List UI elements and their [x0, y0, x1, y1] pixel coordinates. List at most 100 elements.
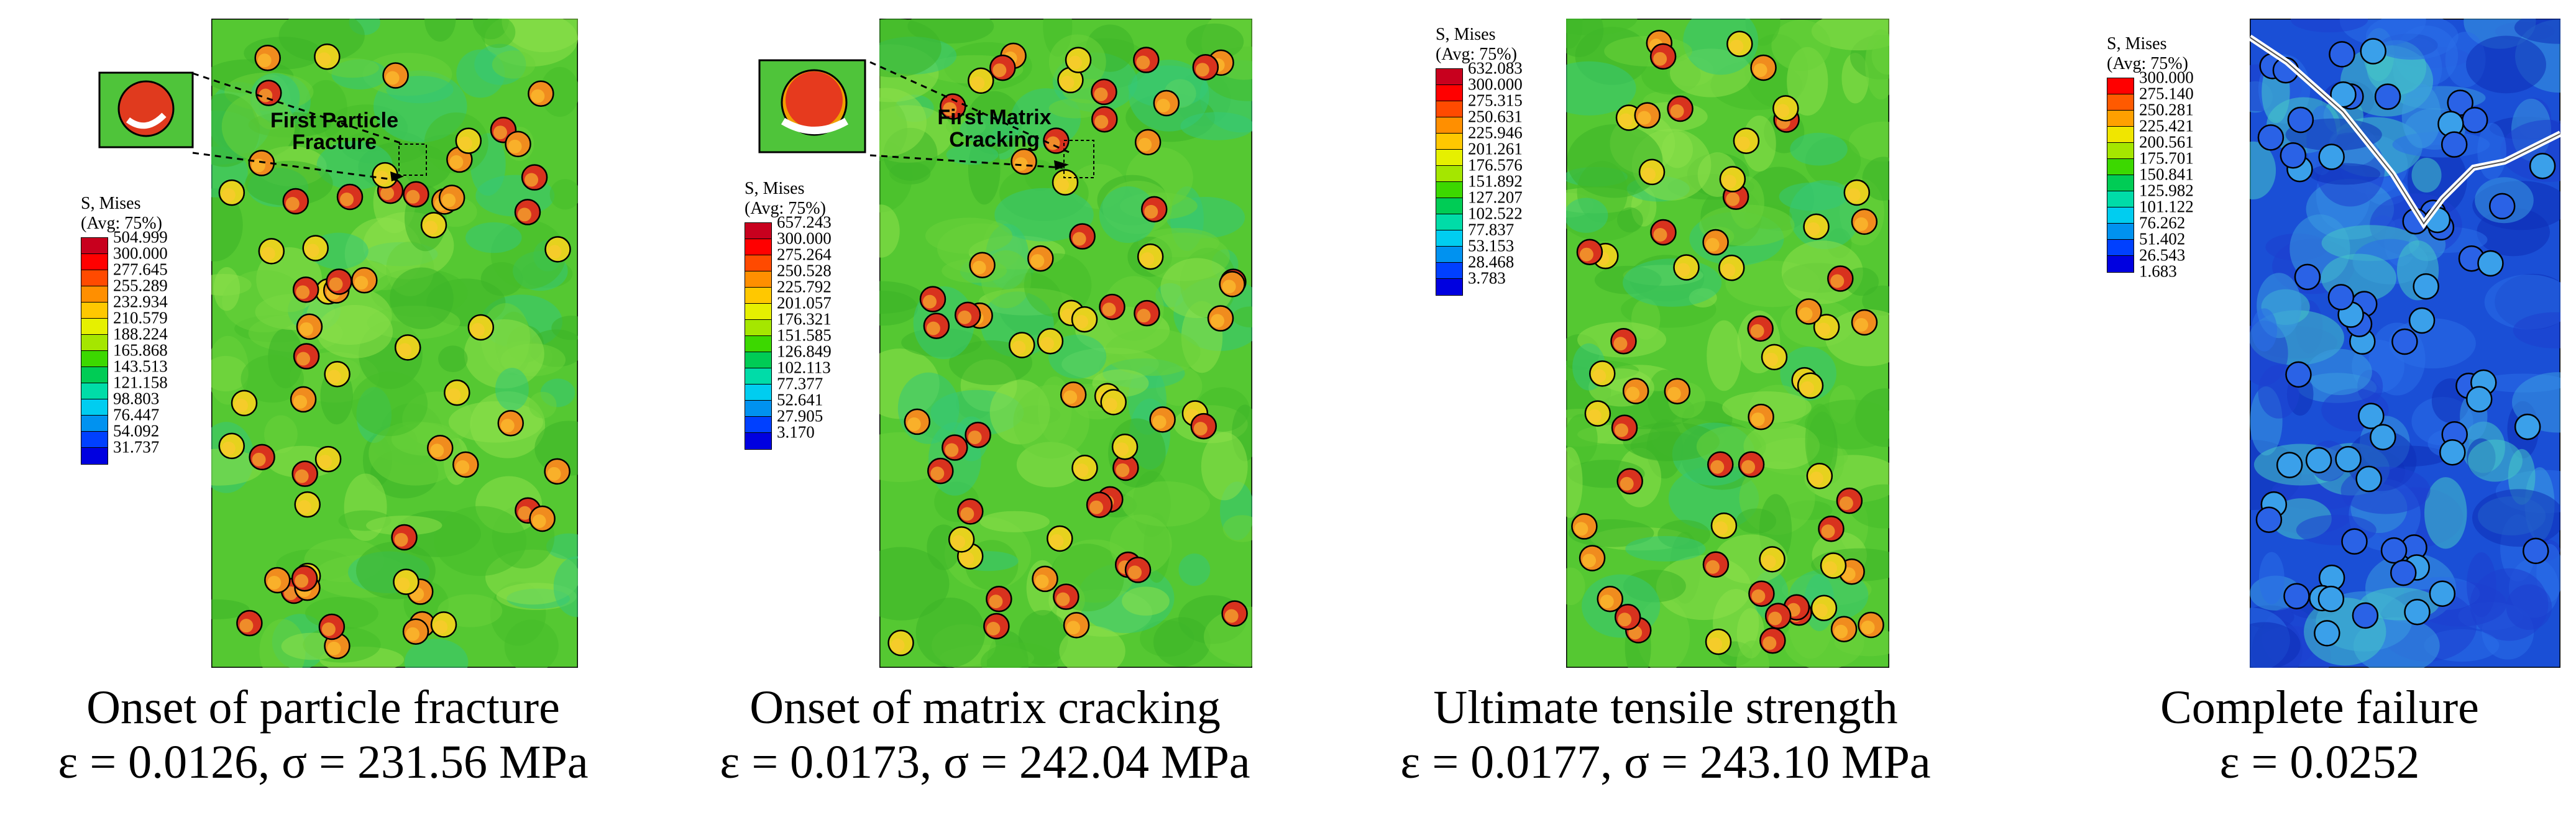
particle	[318, 613, 346, 640]
specimen-contour-plot	[211, 19, 578, 668]
particle	[2514, 413, 2541, 440]
stress-field-patch	[221, 93, 295, 160]
legend-color-cell	[1436, 230, 1463, 247]
stress-field-patch	[1707, 320, 1742, 391]
particle	[1702, 229, 1729, 256]
legend-value: 300.000	[113, 244, 168, 263]
legend-color-cell	[2107, 207, 2134, 224]
particle	[1584, 400, 1611, 427]
legend-color-cell	[2107, 78, 2134, 95]
contour-legend: S, Mises (Avg: 75%) 657.243 300.000 275.26…	[745, 179, 869, 450]
stress-field-patch	[2401, 84, 2441, 148]
particle	[2466, 386, 2493, 412]
contour-legend: S, Mises (Avg: 75%) 300.000 275.140 250.28…	[2107, 34, 2231, 281]
particle	[294, 491, 321, 518]
legend-bar: 632.083 300.000 275.315 250.631 225.946 201.2…	[1436, 59, 1560, 296]
particle	[2380, 537, 2408, 564]
particle	[430, 611, 457, 638]
particle	[1813, 314, 1840, 340]
legend-color-cell	[81, 447, 108, 465]
particle	[1664, 378, 1691, 405]
caption-title: Complete failure	[2160, 681, 2479, 734]
legend-color-cell	[2107, 223, 2134, 240]
legend-color-cell	[1436, 165, 1463, 183]
legend-value: 255.289	[113, 276, 168, 295]
particle	[2305, 447, 2332, 474]
particle	[1827, 265, 1854, 292]
legend-color-cell	[81, 302, 108, 319]
particle	[282, 188, 309, 215]
particle	[1851, 208, 1878, 235]
particle	[231, 389, 258, 417]
stress-field-patch	[1178, 553, 1211, 586]
particle	[1571, 513, 1598, 540]
particle	[1761, 344, 1788, 371]
stress-field-patch	[2467, 552, 2496, 617]
contour-legend: S, Mises (Avg: 75%) 504.999 300.000 277.64…	[81, 194, 205, 465]
particle	[290, 386, 317, 413]
particle	[1192, 53, 1219, 81]
legend-value: 143.513	[113, 357, 168, 376]
legend-value: 300.000	[777, 229, 832, 248]
particle	[1053, 583, 1079, 610]
legend-color-cell	[745, 255, 772, 272]
legend-value: 275.264	[777, 245, 832, 264]
particle	[1588, 360, 1616, 387]
legend-color-cell	[1436, 68, 1463, 86]
legend-value: 300.000	[2139, 68, 2194, 87]
legend-value: 102.113	[777, 358, 831, 377]
legend-color-cell	[2107, 94, 2134, 111]
stress-field-patch	[994, 188, 1094, 242]
particle	[1579, 545, 1606, 571]
legend-value: 126.849	[777, 342, 832, 361]
particle	[1190, 412, 1217, 440]
particle	[1611, 414, 1638, 441]
stress-field-patch	[2468, 439, 2523, 482]
particle	[2370, 424, 2396, 450]
caption-values: ε = 0.0126, σ = 231.56 MPa	[58, 736, 589, 788]
particle	[1667, 95, 1694, 122]
stress-field-patch	[351, 371, 428, 437]
particle	[1027, 245, 1054, 272]
legend-value: 53.153	[1468, 236, 1515, 255]
stress-field-patch	[438, 345, 468, 373]
particle	[1134, 299, 1160, 327]
stress-field-patch	[502, 19, 578, 53]
stress-field-patch	[1805, 403, 1835, 478]
legend-title: S, Mises	[745, 179, 805, 198]
particle	[2317, 585, 2345, 612]
legend-value: 151.585	[777, 326, 832, 345]
legend-subtitle: (Avg: 75%)	[81, 214, 162, 233]
legend-value: 300.000	[1468, 75, 1523, 94]
particle	[2283, 583, 2310, 609]
particle	[927, 457, 954, 485]
legend-value: 210.579	[113, 308, 168, 327]
stress-field-patch	[211, 188, 243, 262]
stress-field-patch	[390, 267, 454, 329]
particle	[1124, 557, 1152, 583]
legend-value: 31.737	[113, 437, 160, 457]
particle	[254, 45, 281, 71]
particle	[2335, 445, 2362, 473]
stress-field-patch	[946, 144, 999, 165]
particle	[529, 505, 556, 532]
panel-onset-particle-fracture: First Particle Fracture S, Mises (Avg: 7…	[0, 0, 646, 815]
legend-value: 77.837	[1468, 220, 1515, 239]
caption-title: Onset of matrix cracking	[749, 681, 1221, 734]
particle	[1759, 546, 1785, 573]
particle	[1576, 239, 1603, 265]
particle	[1071, 306, 1098, 333]
particle	[420, 212, 447, 239]
stress-field-patch	[2258, 552, 2285, 604]
particle	[336, 183, 364, 211]
particle	[1764, 603, 1792, 629]
particle	[1851, 309, 1878, 336]
stress-field-patch	[241, 355, 304, 403]
particle	[314, 43, 341, 70]
stress-field-patch	[316, 304, 393, 358]
particle	[1719, 166, 1746, 193]
stress-field-patch	[1122, 586, 1170, 616]
stress-field-patch	[980, 642, 1059, 668]
legend-bar: 504.999 300.000 277.645 255.289 232.934 210.5…	[81, 228, 205, 465]
legend-value: 188.224	[113, 324, 168, 344]
